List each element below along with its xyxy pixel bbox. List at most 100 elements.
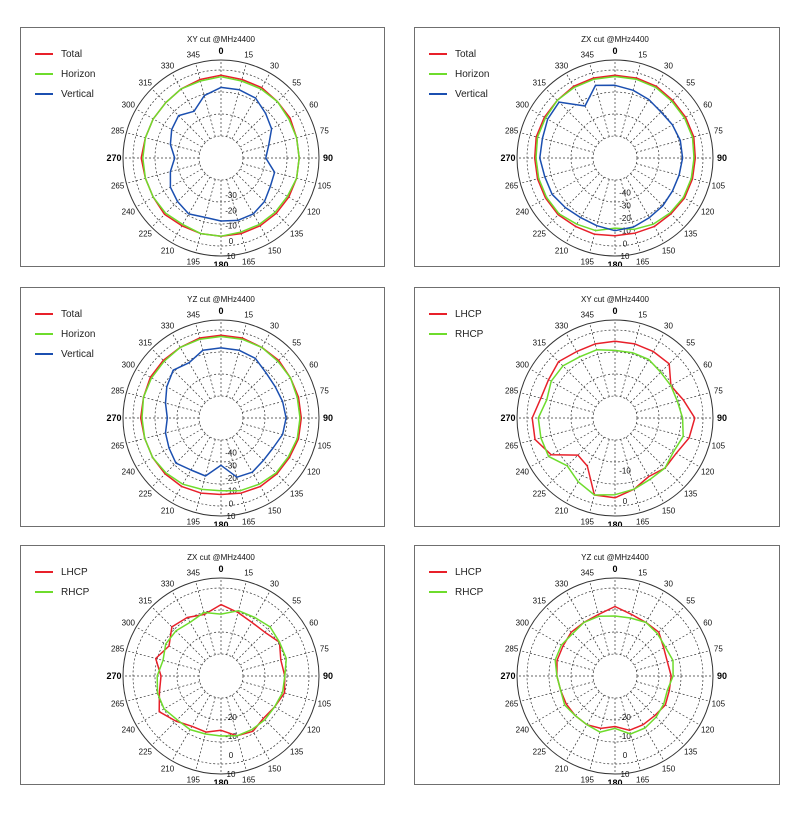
series-line-lhcp (531, 340, 696, 499)
chart-legend: LHCP RHCP (429, 562, 483, 602)
chart-title: ZX cut @MHz4400 (581, 35, 649, 44)
angle-label: 75 (320, 386, 329, 395)
polar-plot: YZ cut @MHz4400 0 15 30 55 60 75 90 105 120 135 150… (500, 553, 727, 784)
legend-item: Horizon (429, 64, 489, 84)
legend-swatch (429, 333, 447, 335)
angle-label: 165 (636, 257, 650, 266)
radial-tick-label: 10 (227, 512, 236, 521)
radial-tick-label: -30 (225, 191, 237, 200)
radial-tick-label: -10 (619, 732, 631, 741)
legend-label: Vertical (61, 348, 94, 360)
polar-plot: XY cut @MHz4400 0 15 30 55 60 75 90 105 120 135 150… (500, 295, 727, 526)
legend-item: RHCP (429, 324, 483, 344)
angle-label: 55 (686, 338, 695, 347)
angle-label: 105 (712, 700, 726, 709)
legend-swatch (35, 73, 53, 75)
radial-tick-label: -10 (225, 222, 237, 231)
angle-label: 0 (218, 306, 223, 316)
chart-title: XY cut @MHz4400 (187, 35, 256, 44)
legend-label: Total (61, 308, 83, 320)
angle-label: 15 (638, 311, 647, 320)
angle-label: 210 (161, 765, 175, 774)
angle-label: 180 (213, 520, 228, 526)
angle-label: 300 (122, 361, 136, 370)
angle-label: 55 (292, 596, 301, 605)
angle-label: 180 (213, 778, 228, 784)
legend-label: Horizon (455, 68, 490, 80)
angle-label: 105 (318, 182, 332, 191)
angle-label: 90 (323, 671, 333, 681)
radial-tick-label: 0 (623, 239, 628, 248)
angle-label: 120 (701, 726, 715, 735)
angle-label: 345 (187, 51, 201, 60)
legend-item: Horizon (35, 324, 95, 344)
angle-label: 315 (533, 596, 547, 605)
angle-label: 165 (636, 517, 650, 526)
angle-label: 0 (218, 564, 223, 574)
legend-label: RHCP (61, 586, 90, 598)
angle-label: 15 (638, 569, 647, 578)
legend-swatch (35, 313, 53, 315)
angle-label: 270 (500, 413, 515, 423)
legend-label: RHCP (455, 586, 484, 598)
angle-label: 150 (662, 247, 676, 256)
polar-plot: ZX cut @MHz4400 0 15 30 55 60 75 90 105 120 135 150… (106, 553, 333, 784)
angle-label: 150 (268, 247, 282, 256)
series-line-horizon (141, 335, 301, 492)
angle-label: 60 (309, 361, 318, 370)
angle-label: 30 (664, 321, 673, 330)
legend-label: Horizon (61, 328, 96, 340)
angle-label: 0 (612, 306, 617, 316)
chart-panel-yz-cut: YZ cut @MHz4400 0 15 30 55 60 75 90 105 120 135 150… (20, 287, 385, 527)
radial-tick-label: -20 (225, 474, 237, 483)
angle-label: 285 (505, 126, 519, 135)
angle-label: 55 (686, 78, 695, 87)
radial-tick-label: 10 (621, 252, 630, 261)
radial-tick-label: -10 (619, 227, 631, 236)
legend-label: LHCP (455, 308, 482, 320)
angle-label: 345 (187, 311, 201, 320)
angle-label: 180 (213, 260, 228, 266)
angle-label: 265 (505, 182, 519, 191)
angle-label: 90 (323, 413, 333, 423)
angle-label: 30 (270, 321, 279, 330)
series-line-rhcp (537, 349, 684, 496)
legend-item: LHCP (429, 304, 483, 324)
radial-tick-label: -30 (225, 461, 237, 470)
angle-label: 195 (187, 775, 201, 784)
series-line-lhcp (556, 605, 672, 732)
angle-label: 270 (106, 413, 121, 423)
angle-label: 270 (106, 153, 121, 163)
legend-item: Vertical (35, 84, 95, 104)
angle-label: 240 (516, 726, 530, 735)
chart-title: XY cut @MHz4400 (581, 295, 650, 304)
angle-label: 150 (268, 507, 282, 516)
angle-label: 195 (581, 257, 595, 266)
angle-label: 135 (684, 490, 698, 499)
angle-label: 120 (701, 468, 715, 477)
angle-label: 60 (309, 619, 318, 628)
angle-label: 135 (684, 748, 698, 757)
angle-label: 180 (607, 260, 622, 266)
radial-tick-label: -10 (619, 466, 631, 475)
angle-label: 105 (318, 442, 332, 451)
legend-item: Total (35, 304, 95, 324)
angle-label: 15 (244, 569, 253, 578)
angle-label: 240 (122, 468, 136, 477)
angle-label: 30 (270, 61, 279, 70)
angle-label: 225 (139, 230, 153, 239)
angle-label: 150 (662, 507, 676, 516)
polar-plot: YZ cut @MHz4400 0 15 30 55 60 75 90 105 120 135 150… (106, 295, 333, 526)
angle-label: 30 (270, 579, 279, 588)
legend-label: LHCP (455, 566, 482, 578)
polar-plot: ZX cut @MHz4400 0 15 30 55 60 75 90 105 120 135 150… (500, 35, 727, 266)
chart-legend: Total Horizon Vertical (35, 304, 95, 364)
angle-label: 55 (292, 78, 301, 87)
angle-label: 75 (320, 126, 329, 135)
legend-swatch (429, 53, 447, 55)
angle-label: 120 (307, 726, 321, 735)
angle-label: 270 (500, 153, 515, 163)
angle-label: 270 (106, 671, 121, 681)
angle-label: 195 (187, 517, 201, 526)
radial-tick-label: 10 (621, 770, 630, 779)
